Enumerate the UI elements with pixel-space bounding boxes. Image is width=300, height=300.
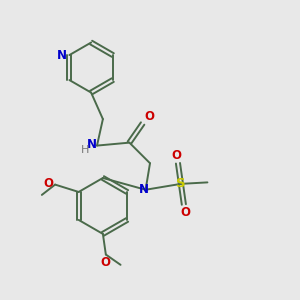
Text: N: N [87,138,97,151]
Text: N: N [57,49,67,62]
Text: H: H [81,145,90,155]
Text: S: S [176,177,186,190]
Text: O: O [101,256,111,269]
Text: O: O [144,110,154,123]
Text: O: O [44,177,54,190]
Text: N: N [139,183,149,196]
Text: O: O [180,206,190,219]
Text: O: O [172,149,182,162]
